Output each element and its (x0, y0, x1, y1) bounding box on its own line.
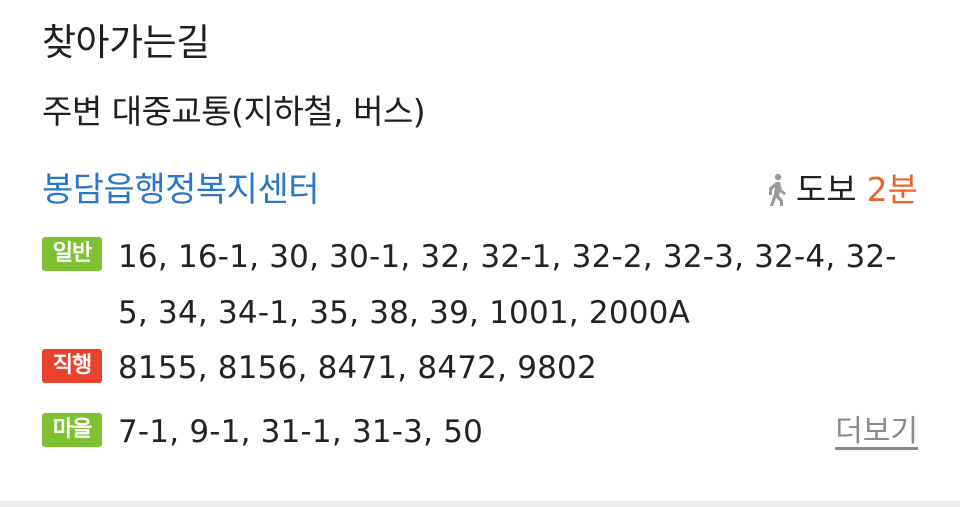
general-bus-routes: 16, 16-1, 30, 30-1, 32, 32-1, 32-2, 32-3… (118, 239, 897, 331)
bus-stop-row: 봉담읍행정복지센터 도보 2분 (42, 163, 918, 217)
walk-distance: 도보 2분 (764, 163, 918, 217)
section-subtitle: 주변 대중교통(지하철, 버스) (42, 92, 426, 131)
bus-group-express: 직행 8155, 8156, 8471, 8472, 9802 (42, 340, 918, 396)
express-bus-badge: 직행 (42, 349, 102, 383)
bus-group-village: 마을 7-1, 9-1, 31-1, 31-3, 50 (42, 404, 742, 460)
walking-person-icon (768, 173, 786, 206)
walk-label: 도보 (795, 170, 857, 209)
general-bus-badge: 일반 (42, 237, 102, 271)
village-bus-routes: 7-1, 9-1, 31-1, 31-3, 50 (118, 414, 484, 450)
village-bus-badge: 마을 (42, 413, 102, 447)
bus-stop-name-link[interactable]: 봉담읍행정복지센터 (42, 170, 320, 210)
section-title: 찾아가는길 (42, 21, 210, 64)
express-bus-routes: 8155, 8156, 8471, 8472, 9802 (118, 350, 597, 386)
walk-time: 2분 (866, 170, 918, 209)
bottom-divider (0, 501, 960, 507)
more-link[interactable]: 더보기 (835, 414, 918, 449)
bus-group-general: 일반 16, 16-1, 30, 30-1, 32, 32-1, 32-2, 3… (42, 230, 918, 342)
